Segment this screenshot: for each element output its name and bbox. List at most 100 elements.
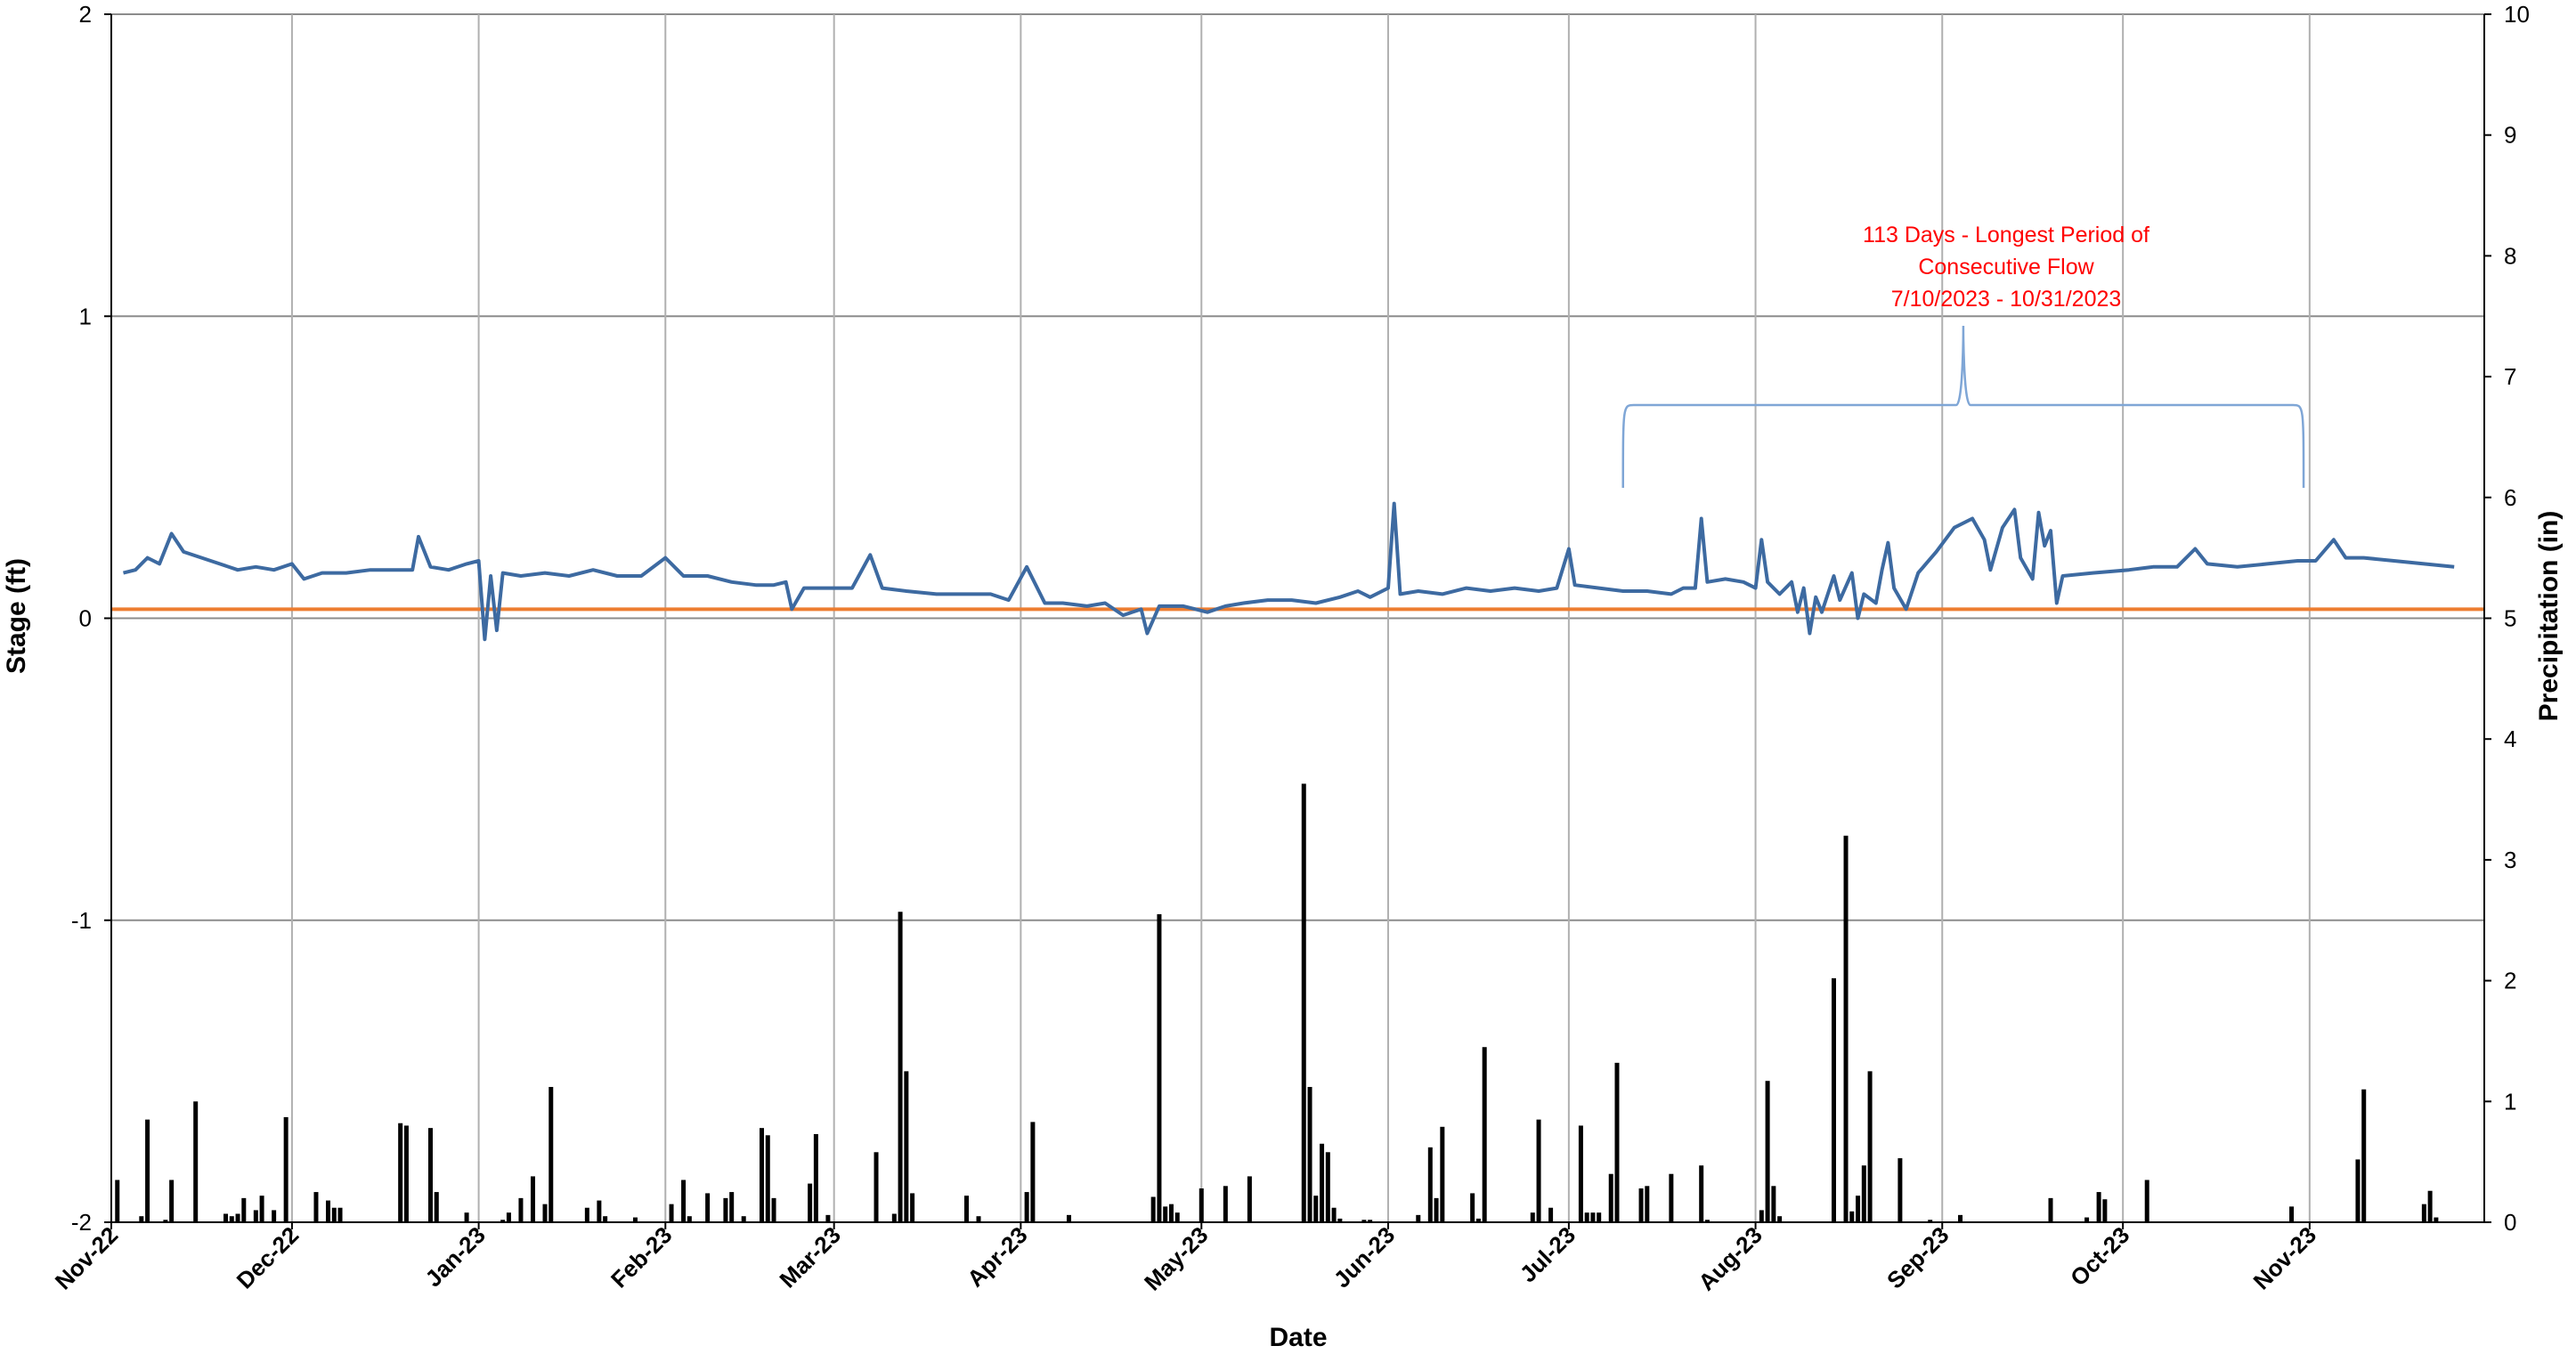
precip-bar [813, 1133, 818, 1222]
precip-bar [1416, 1214, 1421, 1222]
precip-bar [235, 1213, 240, 1222]
precip-bar [904, 1071, 909, 1222]
precip-bar [1928, 1220, 1933, 1222]
precip-bar [2096, 1192, 2101, 1222]
precip-bar [2361, 1089, 2367, 1222]
precip-bar [427, 1128, 433, 1222]
precipitation-bars [115, 783, 2439, 1222]
precip-bar [331, 1207, 337, 1222]
precip-bar [1482, 1047, 1487, 1222]
precip-bar [976, 1216, 981, 1222]
precip-bar [1320, 1143, 1325, 1222]
precip-bar [223, 1213, 229, 1222]
precip-bar [337, 1207, 343, 1222]
precip-bar [1475, 1218, 1481, 1222]
precip-bar [808, 1183, 813, 1222]
precip-bar [1704, 1220, 1710, 1222]
precip-bar [283, 1116, 288, 1222]
precip-bar [1174, 1212, 1180, 1222]
precip-bar [705, 1193, 711, 1222]
x-tick-label: Mar-23 [774, 1221, 845, 1293]
precip-bar [1897, 1158, 1903, 1222]
precip-bar [1867, 1071, 1873, 1222]
precip-bar [2355, 1159, 2361, 1222]
x-tick-label: Dec-22 [232, 1221, 305, 1294]
precip-bar [1831, 977, 1836, 1222]
precip-bar [2144, 1180, 2149, 1222]
precip-bar [1536, 1119, 1541, 1222]
precip-bar [530, 1176, 535, 1222]
precip-bar [1301, 783, 1306, 1222]
precip-bar [145, 1119, 150, 1222]
precip-bar [1777, 1216, 1783, 1222]
precip-bar [1223, 1186, 1228, 1222]
precip-bar [1699, 1165, 1704, 1222]
stage-line-group [123, 501, 2455, 642]
precip-bar [1247, 1176, 1252, 1222]
x-tick-label: Aug-23 [1693, 1221, 1767, 1296]
annotation-line-2: Consecutive Flow [1918, 255, 2094, 280]
left-tick-label: 0 [79, 605, 92, 632]
precip-bar [760, 1128, 765, 1222]
precip-bar [1440, 1126, 1445, 1222]
right-tick-label: 5 [2504, 605, 2516, 632]
precip-bar [1849, 1211, 1855, 1222]
precip-bar [1168, 1204, 1174, 1222]
precip-bar [1958, 1214, 1963, 1222]
precip-bar [2434, 1217, 2439, 1222]
precip-bar [729, 1192, 735, 1222]
x-tick-label: Feb-23 [605, 1221, 677, 1293]
precip-bar [771, 1197, 776, 1222]
precip-bar [2289, 1206, 2295, 1222]
precip-bar [1771, 1186, 1776, 1222]
precip-bar [1307, 1087, 1312, 1222]
precip-bar [1548, 1207, 1554, 1222]
precip-bar [1470, 1193, 1475, 1222]
precip-bar [272, 1210, 277, 1222]
precip-bar [1843, 835, 1849, 1222]
precip-bar [1861, 1165, 1866, 1222]
precip-bar [603, 1216, 608, 1222]
precip-bar [1368, 1220, 1373, 1222]
precip-bar [1590, 1212, 1596, 1222]
precip-bar [632, 1217, 638, 1222]
right-tick-label: 7 [2504, 363, 2516, 390]
right-tick-label: 3 [2504, 847, 2516, 873]
precip-bar [163, 1220, 168, 1222]
annotation-bracket [1621, 325, 2305, 489]
precip-bar [259, 1196, 264, 1222]
precip-bar [687, 1216, 692, 1222]
x-tick-label: Jul-23 [1515, 1221, 1581, 1287]
precip-bar [741, 1216, 746, 1222]
right-tick-label: 10 [2504, 1, 2530, 28]
precip-bar [891, 1213, 897, 1222]
precip-bar [825, 1214, 831, 1222]
precip-bar [1645, 1186, 1650, 1222]
precip-bar [910, 1193, 915, 1222]
right-tick-label: 9 [2504, 122, 2516, 149]
x-tick-label: Oct-23 [2065, 1221, 2134, 1291]
x-tick-label: Jan-23 [419, 1221, 490, 1292]
precip-bar [2048, 1197, 2053, 1222]
precip-bar [139, 1216, 144, 1222]
precip-bar [169, 1180, 175, 1222]
precip-bar [2427, 1190, 2433, 1222]
precip-bar [1150, 1196, 1156, 1222]
precip-bar [518, 1197, 524, 1222]
precip-bar [1578, 1125, 1583, 1222]
precip-bar [1530, 1212, 1535, 1222]
right-tick-label: 1 [2504, 1088, 2516, 1115]
y-axis-title: Stage (ft) [2, 558, 31, 674]
precip-bar [669, 1204, 674, 1222]
precip-bar [765, 1135, 770, 1222]
x-axis-ticks: Nov-22 Dec-22 Jan-23 Feb-23 Mar-23 Apr-23 May-… [50, 1221, 2321, 1296]
precip-bar [549, 1087, 554, 1222]
x-tick-label: Sep-23 [1881, 1221, 1954, 1294]
precip-bar [1157, 913, 1162, 1222]
precip-bar [193, 1101, 199, 1222]
precip-bar [1434, 1197, 1439, 1222]
left-tick-label: -1 [71, 907, 92, 934]
precip-bar [403, 1125, 409, 1222]
